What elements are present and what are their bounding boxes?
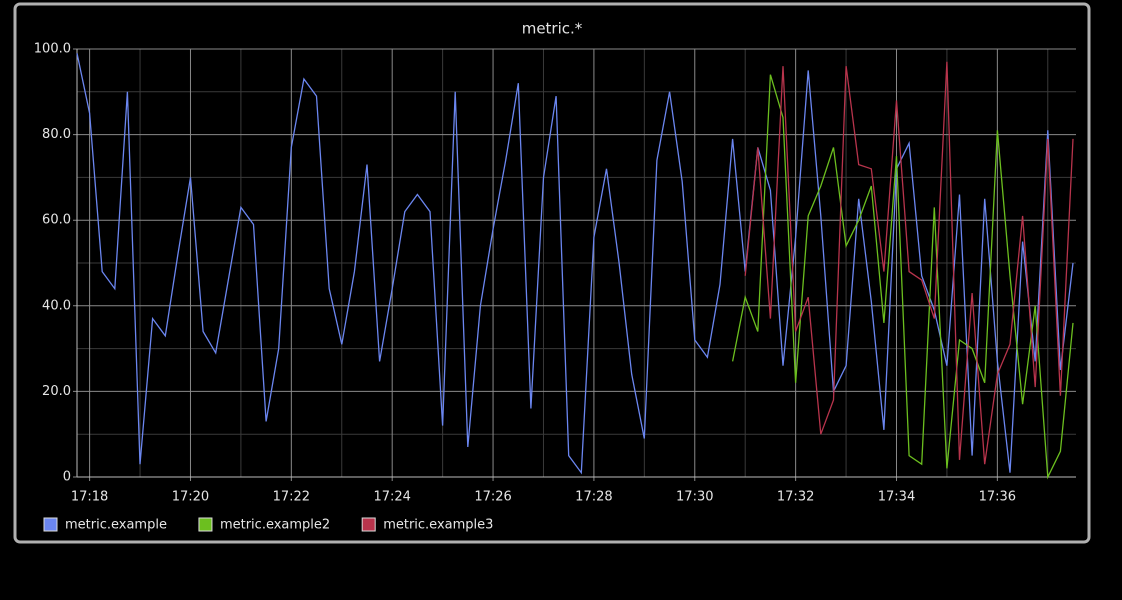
x-tick-label: 17:32: [777, 490, 814, 505]
y-tick-label: 80.0: [42, 127, 71, 142]
x-tick-label: 17:20: [172, 490, 209, 505]
series-line: [744, 61, 1074, 465]
legend-swatch: [43, 517, 58, 532]
legend-label: metric.example: [65, 518, 167, 533]
y-tick-label: 60.0: [42, 213, 71, 228]
legend-label: metric.example3: [383, 518, 493, 533]
legend-swatch: [361, 517, 376, 532]
series-line: [731, 74, 1074, 480]
x-tick-label: 17:18: [71, 490, 108, 505]
legend-swatch: [198, 517, 213, 532]
x-tick-label: 17:24: [373, 490, 410, 505]
y-tick-label: 0: [63, 470, 71, 485]
y-tick-label: 20.0: [42, 384, 71, 399]
x-tick-label: 17:28: [575, 490, 612, 505]
x-tick-label: 17:36: [979, 490, 1016, 505]
x-tick-label: 17:34: [878, 490, 915, 505]
panel-border: [13, 2, 1091, 544]
x-tick-label: 17:30: [676, 490, 713, 505]
chart-title: metric.*: [522, 20, 583, 38]
series-line: [76, 53, 1074, 475]
x-tick-label: 17:26: [474, 490, 511, 505]
y-tick-label: 40.0: [42, 298, 71, 313]
y-tick-label: 100.0: [34, 42, 71, 57]
legend-label: metric.example2: [220, 518, 330, 533]
x-tick-label: 17:22: [273, 490, 310, 505]
